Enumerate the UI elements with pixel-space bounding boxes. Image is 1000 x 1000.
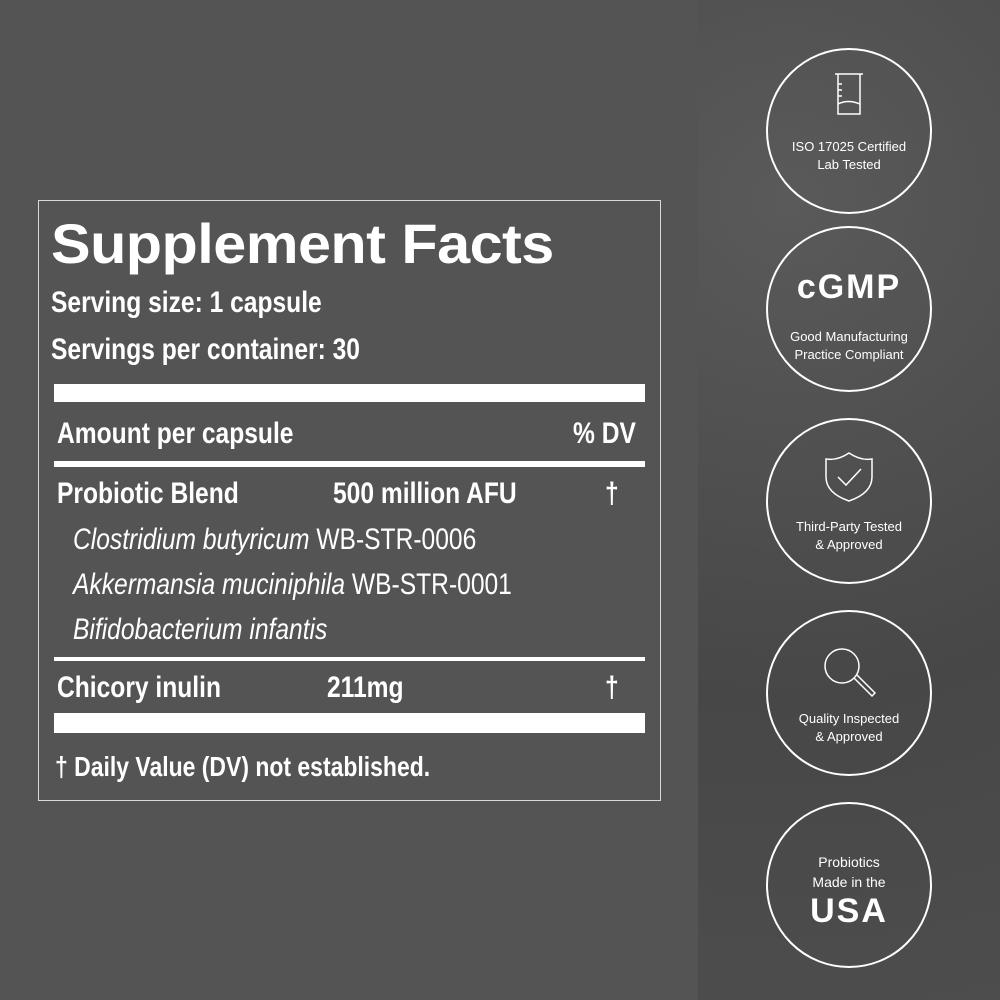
badge-text: Made in the — [812, 874, 886, 890]
shield-check-icon — [825, 452, 873, 502]
inulin-name: Chicory inulin — [57, 671, 222, 704]
magnifier-icon — [824, 648, 877, 698]
badge-third-party: Third-Party Tested & Approved — [766, 418, 932, 584]
badge-text: Good Manufacturing — [790, 329, 908, 344]
badge-iso-lab-tested: ISO 17025 Certified Lab Tested — [766, 48, 932, 214]
badge-text: Practice Compliant — [794, 347, 904, 362]
supplement-facts-panel: Supplement Facts Serving size: 1 capsule… — [38, 200, 661, 801]
dv-header: % DV — [573, 417, 636, 450]
badge-text: Quality Inspected — [798, 711, 900, 726]
servings-per-container: Servings per container: 30 — [51, 333, 360, 366]
blend-name: Probiotic Blend — [57, 477, 239, 510]
badge-text: & Approved — [815, 537, 883, 552]
usa-logo: USA — [810, 892, 888, 930]
species: Clostridium butyricum — [73, 523, 310, 556]
badge-text: ISO 17025 Certified — [791, 139, 907, 154]
strain-id: WB-STR-0006 — [316, 523, 477, 556]
inulin-dv: † — [605, 671, 619, 704]
blend-dv: † — [605, 477, 619, 510]
badge-text: Third-Party Tested — [796, 519, 902, 534]
badge-cgmp: cGMP Good Manufacturing Practice Complian… — [766, 226, 932, 392]
blend-amount: 500 million AFU — [333, 477, 517, 510]
beaker-icon — [835, 73, 863, 115]
strain-id: WB-STR-0001 — [351, 568, 512, 601]
inulin-amount: 211mg — [327, 671, 404, 704]
amount-header: Amount per capsule — [57, 417, 294, 450]
divider — [54, 461, 645, 467]
badge-quality-inspected: Quality Inspected & Approved — [766, 610, 932, 776]
badge-text: Lab Tested — [817, 157, 881, 172]
badge-text: & Approved — [815, 729, 883, 744]
label-title: Supplement Facts — [51, 212, 554, 275]
thick-divider — [54, 384, 645, 402]
strain-row: Clostridium butyricum WB-STR-0006 — [73, 523, 476, 557]
strain-row: Akkermansia muciniphila WB-STR-0001 — [73, 568, 512, 602]
species: Akkermansia muciniphila — [73, 568, 346, 601]
divider — [54, 657, 645, 661]
cgmp-logo: cGMP — [796, 268, 902, 306]
species: Bifidobacterium infantis — [73, 613, 328, 646]
footnote: † Daily Value (DV) not established. — [55, 751, 431, 782]
badge-made-in-usa: Probiotics Made in the USA — [766, 802, 932, 968]
thick-divider — [54, 713, 645, 733]
badge-text: Probiotics — [818, 854, 880, 870]
serving-size: Serving size: 1 capsule — [51, 286, 322, 319]
strain-row: Bifidobacterium infantis — [73, 613, 327, 647]
